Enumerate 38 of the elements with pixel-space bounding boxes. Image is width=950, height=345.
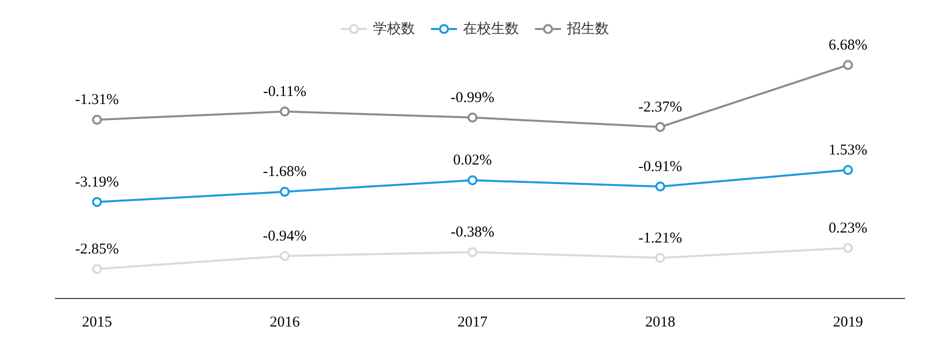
point [92,114,102,125]
data-label: 6.68% [828,37,868,54]
data-label: -1.31% [75,92,119,108]
data-label: -1.21% [638,230,682,246]
x-tick-label: 2018 [645,314,676,330]
x-tick-label: 2017 [458,314,488,330]
point [843,60,853,70]
data-label: -0.94% [262,228,307,244]
data-label: -0.38% [450,224,494,241]
point [280,186,290,197]
x-tick-label: 2016 [270,314,300,330]
data-label: 1.53% [828,142,868,158]
x-tick-label: 2015 [82,314,112,330]
point [843,165,853,175]
point [280,106,290,117]
data-label: -0.11% [263,84,306,100]
legend-label: 在校生数 [463,20,519,38]
point [655,122,666,132]
data-label: -2.37% [638,99,682,116]
data-label: 0.02% [453,152,492,169]
point [655,252,666,263]
point [468,112,478,123]
point [655,182,666,192]
data-label: -2.85% [75,241,119,258]
point [280,250,290,261]
data-label: 0.23% [828,220,868,236]
data-label: -0.99% [450,90,494,106]
data-label: -1.68% [262,164,307,180]
point [92,264,102,274]
data-label: -0.91% [638,158,682,175]
point [468,175,478,186]
x-tick-label: 2019 [833,314,863,330]
legend-label: 招生数 [567,20,609,38]
data-label: -3.19% [75,174,119,190]
legend-label: 学校数 [373,20,415,38]
point [843,243,853,253]
point [92,197,102,207]
point [468,247,478,258]
